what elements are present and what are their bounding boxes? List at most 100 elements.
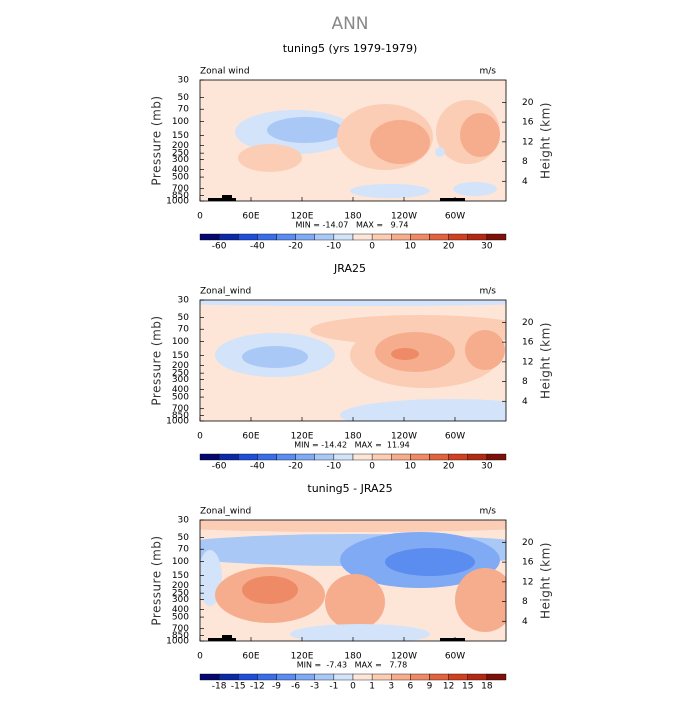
y-tick-label: 250 xyxy=(172,149,189,159)
colorbar-box xyxy=(448,233,468,241)
y-tick-label: 150 xyxy=(172,131,189,141)
y2-tick-label: 8 xyxy=(522,597,528,607)
colorbar-label: -15 xyxy=(231,682,246,692)
panel-title: tuning5 - JRA25 xyxy=(307,482,392,495)
y-tick-label: 50 xyxy=(178,93,190,103)
contour-region xyxy=(460,113,500,157)
colorbar-box xyxy=(486,453,507,461)
x-tick-label: 60W xyxy=(445,652,465,662)
colorbar-label: 0 xyxy=(369,242,375,252)
plot-area xyxy=(200,520,506,641)
colorbar-label: -60 xyxy=(212,242,227,252)
y2-tick-label: 4 xyxy=(522,397,528,407)
y-tick-label: 100 xyxy=(172,557,189,567)
topography xyxy=(440,638,465,641)
colorbar-label: -10 xyxy=(327,462,342,472)
y-tick-label: 700 xyxy=(172,184,189,194)
y-tick-label: 70 xyxy=(178,545,190,555)
x-tick-label: 180 xyxy=(344,652,361,662)
colorbar-box xyxy=(429,233,449,241)
colorbar-label: -10 xyxy=(327,242,342,252)
y2-tick-label: 4 xyxy=(522,177,528,187)
colorbar-box xyxy=(410,453,430,461)
colorbar-box xyxy=(276,233,296,241)
y2-axis-title: Height (km) xyxy=(539,542,553,619)
y-tick-label: 200 xyxy=(172,141,189,151)
topography xyxy=(222,195,232,201)
colorbar-box xyxy=(276,673,296,681)
colorbar-box xyxy=(486,233,507,241)
plot-area xyxy=(200,80,506,201)
y-tick-label: 200 xyxy=(172,361,189,371)
y-tick-label: 1000 xyxy=(166,197,189,207)
x-tick-label: 180 xyxy=(344,432,361,442)
y-tick-label: 400 xyxy=(172,165,189,175)
colorbar-box xyxy=(410,233,430,241)
colorbar-box xyxy=(391,233,411,241)
y-tick-label: 1000 xyxy=(166,417,189,427)
units-label: m/s xyxy=(480,287,497,297)
y2-tick-label: 12 xyxy=(522,137,533,147)
colorbar-box xyxy=(199,453,220,461)
y2-tick-label: 20 xyxy=(522,538,534,548)
colorbar-label: 12 xyxy=(443,682,454,692)
y-tick-label: 700 xyxy=(172,404,189,414)
x-tick-label: 120W xyxy=(391,212,417,222)
y-tick-label: 100 xyxy=(172,337,189,347)
topography xyxy=(222,635,232,641)
colorbar-label: 30 xyxy=(481,242,493,252)
colorbar-label: -20 xyxy=(288,462,303,472)
colorbar-box xyxy=(199,233,220,241)
y2-tick-label: 12 xyxy=(522,357,533,367)
y2-tick-label: 8 xyxy=(522,377,528,387)
colorbar-box xyxy=(391,673,411,681)
colorbar-box xyxy=(314,673,335,681)
y2-tick-label: 16 xyxy=(522,558,534,568)
topography xyxy=(440,198,465,201)
colorbar-box xyxy=(218,673,239,681)
colorbar-label: 9 xyxy=(427,682,433,692)
colorbar-label: 10 xyxy=(405,242,417,252)
y-tick-label: 200 xyxy=(172,581,189,591)
colorbar-box xyxy=(467,233,488,241)
contour-region xyxy=(200,300,506,306)
colorbar-label: 10 xyxy=(405,462,417,472)
y-tick-label: 850 xyxy=(172,191,189,201)
colorbar-label: -1 xyxy=(329,682,338,692)
y-tick-label: 250 xyxy=(172,589,189,599)
colorbar-box xyxy=(352,233,373,241)
x-tick-label: 60W xyxy=(445,212,465,222)
contour-region xyxy=(455,568,506,632)
y-tick-label: 70 xyxy=(178,105,190,115)
colorbar-label: -12 xyxy=(250,682,265,692)
y-axis-title: Pressure (mb) xyxy=(150,315,164,405)
contour-region xyxy=(238,144,302,172)
contour-region xyxy=(200,520,506,532)
colorbar-box xyxy=(218,233,239,241)
colorbar-box xyxy=(352,453,373,461)
colorbar-label: -3 xyxy=(310,682,319,692)
y-tick-label: 150 xyxy=(172,351,189,361)
contour-region xyxy=(465,330,505,370)
colorbar-box xyxy=(238,233,258,241)
y2-tick-label: 8 xyxy=(522,157,528,167)
y-tick-label: 300 xyxy=(172,155,189,165)
colorbar-box xyxy=(314,453,335,461)
colorbar-box xyxy=(448,453,468,461)
x-tick-label: 0 xyxy=(197,212,203,222)
colorbar-box xyxy=(333,233,354,241)
colorbar-label: 20 xyxy=(443,242,455,252)
colorbar-label: -6 xyxy=(291,682,300,692)
y-tick-label: 500 xyxy=(172,613,189,623)
colorbar-box xyxy=(333,453,354,461)
y2-tick-label: 20 xyxy=(522,98,534,108)
x-tick-label: 120E xyxy=(291,432,314,442)
units-label: m/s xyxy=(480,67,497,77)
contour-region xyxy=(267,117,343,143)
colorbar-box xyxy=(352,673,373,681)
x-tick-label: 120W xyxy=(391,652,417,662)
x-tick-label: 60E xyxy=(242,652,259,662)
contour-region xyxy=(391,348,419,360)
y-tick-label: 300 xyxy=(172,595,189,605)
